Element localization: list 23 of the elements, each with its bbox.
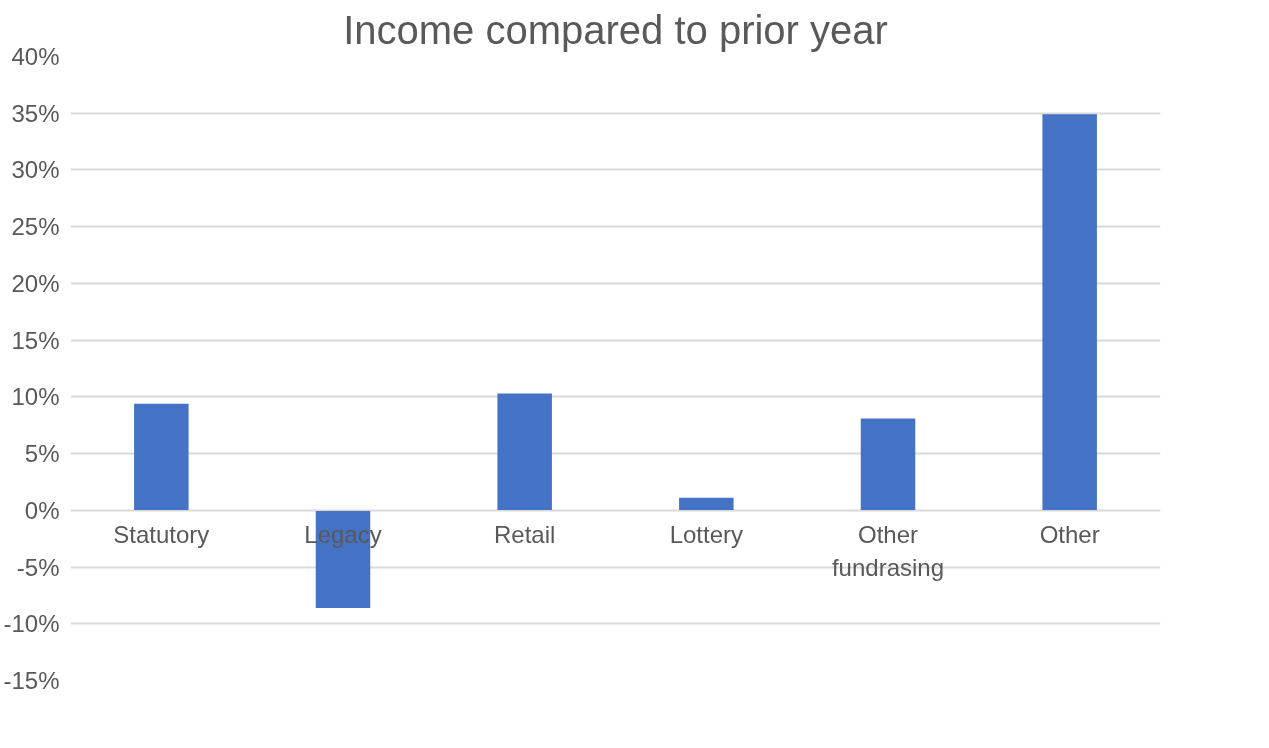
x-tick-label: Retail (493, 521, 556, 549)
x-tick-label: Other fundrasing (831, 521, 945, 581)
bar (860, 418, 916, 511)
y-tick-label: 35% (11, 99, 60, 127)
bar (1042, 114, 1097, 511)
bar (497, 393, 552, 511)
y-tick-label: -10% (3, 610, 60, 638)
y-tick-label: 25% (11, 213, 60, 241)
y-tick-label: -15% (3, 667, 60, 694)
y-tick-label: -5% (16, 553, 60, 581)
x-tick-label: Statutory (113, 521, 210, 549)
y-tick-label: 30% (11, 156, 60, 184)
y-tick-label: 40% (11, 43, 60, 70)
bar (134, 403, 189, 511)
chart-title: Income compared to prior year (343, 7, 888, 52)
y-tick-label: 15% (11, 326, 60, 354)
x-tick-label: Lottery (669, 521, 744, 549)
bar (679, 497, 734, 511)
y-tick-label: 5% (24, 440, 60, 468)
x-tick-label: Other (1039, 521, 1100, 549)
y-tick-label: 10% (11, 383, 60, 411)
y-tick-label: 20% (11, 269, 60, 297)
y-tick-label: 0% (24, 496, 60, 524)
